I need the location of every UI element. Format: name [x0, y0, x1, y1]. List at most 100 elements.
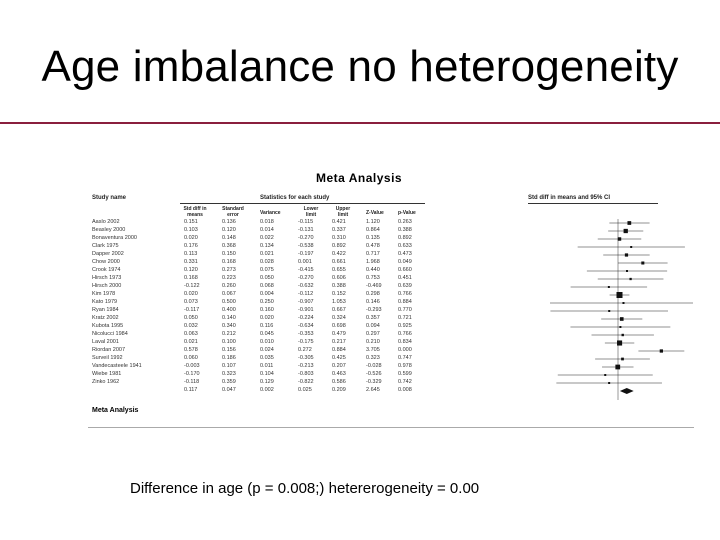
cell-std-error: 0.136 [222, 219, 236, 225]
cell-std-error: 0.400 [222, 307, 236, 313]
cell-p: 0.263 [398, 219, 412, 225]
cell-std-diff: 0.117 [184, 387, 198, 393]
cell-variance: 0.020 [260, 315, 274, 321]
header-p: p-Value [398, 210, 416, 216]
cell-p: 0.925 [398, 323, 412, 329]
table-row: Vandecasteele 1941 -0.003 0.107 0.011 -0.213… [88, 363, 528, 371]
table-row: Aaslo 2002 0.151 0.136 0.018 -0.115 0.421 1.12… [88, 219, 528, 227]
header-upper: Upper limit [335, 206, 351, 218]
cell-z: 0.478 [366, 243, 380, 249]
cell-std-diff: 0.020 [184, 291, 198, 297]
header-study-name: Study name [92, 195, 127, 201]
cell-std-diff: -0.003 [184, 363, 200, 369]
table-row: Crook 1974 0.120 0.273 0.075 -0.415 0.655 0.44… [88, 267, 528, 275]
cell-variance: 0.075 [260, 267, 274, 273]
point-estimate [622, 302, 625, 304]
header-z: Z-Value [366, 210, 384, 216]
cell-p: 0.008 [398, 387, 412, 393]
cell-std-error: 0.500 [222, 299, 236, 305]
cell-lower: -0.224 [298, 315, 314, 321]
cell-p: 0.766 [398, 331, 412, 337]
cell-std-error: 0.212 [222, 331, 236, 337]
cell-upper: 0.337 [332, 227, 346, 233]
cell-lower: -0.803 [298, 371, 314, 377]
table-row: Kato 1979 0.073 0.500 0.250 -0.907 1.053 0.146… [88, 299, 528, 307]
cell-study: Kratz 2002 [92, 315, 119, 321]
cell-variance: 0.035 [260, 355, 274, 361]
cell-p: 0.451 [398, 275, 412, 281]
point-estimate [629, 277, 632, 281]
cell-upper: 0.421 [332, 219, 346, 225]
cell-p: 0.721 [398, 315, 412, 321]
cell-std-diff: 0.063 [184, 331, 198, 337]
cell-z: -0.028 [366, 363, 382, 369]
cell-std-diff: 0.060 [184, 355, 198, 361]
point-estimate [630, 246, 633, 248]
point-estimate [617, 237, 622, 241]
cell-std-diff: 0.113 [184, 251, 198, 257]
cell-variance: 0.011 [260, 363, 274, 369]
cell-p: 0.660 [398, 267, 412, 273]
cell-std-error: 0.047 [222, 387, 236, 393]
cell-p: 0.473 [398, 251, 412, 257]
cell-z: -0.329 [366, 379, 382, 385]
cell-variance: 0.104 [260, 371, 274, 377]
cell-lower: 0.272 [298, 347, 312, 353]
cell-study: Kubota 1995 [92, 323, 124, 329]
table-row: Kubota 1995 0.032 0.340 0.116 -0.634 0.698 0.0… [88, 323, 528, 331]
header-std-diff: Std diff in means [183, 206, 207, 218]
cell-study: Zinko 1962 [92, 379, 120, 385]
header-underline-plot [528, 203, 658, 204]
point-estimate [627, 221, 632, 225]
cell-std-error: 0.359 [222, 379, 236, 385]
cell-variance: 0.021 [260, 251, 274, 257]
cell-upper: 0.892 [332, 243, 346, 249]
cell-p: 0.834 [398, 339, 412, 345]
cell-std-error: 0.223 [222, 275, 236, 281]
cell-std-diff: 0.021 [184, 339, 198, 345]
point-estimate [659, 349, 663, 353]
cell-z: 0.864 [366, 227, 380, 233]
cell-lower: -0.270 [298, 235, 314, 241]
title-divider [0, 122, 720, 124]
cell-std-diff: 0.578 [184, 347, 198, 353]
cell-std-diff: 0.168 [184, 275, 198, 281]
cell-z: 0.297 [366, 331, 380, 337]
table-row: Surveil 1992 0.060 0.186 0.035 -0.305 0.425 0.… [88, 355, 528, 363]
cell-lower: -0.213 [298, 363, 314, 369]
cell-std-error: 0.168 [222, 259, 236, 265]
cell-z: -0.526 [366, 371, 382, 377]
cell-study: Vandecasteele 1941 [92, 363, 142, 369]
cell-study: Aaslo 2002 [92, 219, 120, 225]
cell-study: Chow 2000 [92, 259, 120, 265]
point-estimate [619, 317, 624, 321]
cell-lower: -0.901 [298, 307, 314, 313]
cell-lower: -0.634 [298, 323, 314, 329]
cell-p: 0.770 [398, 307, 412, 313]
cell-upper: 0.479 [332, 331, 346, 337]
cell-lower: 0.025 [298, 387, 312, 393]
cell-std-diff: 0.073 [184, 299, 198, 305]
cell-study: Hirsch 2000 [92, 283, 122, 289]
cell-variance: 0.028 [260, 259, 274, 265]
cell-std-error: 0.323 [222, 371, 236, 377]
table-row: Wiebe 1981 -0.170 0.323 0.104 -0.803 0.463 -0.… [88, 371, 528, 379]
cell-std-error: 0.340 [222, 323, 236, 329]
footer-rule [88, 427, 694, 428]
table-row: Hirsch 1973 0.168 0.223 0.050 -0.270 0.606 0.7… [88, 275, 528, 283]
cell-p: 0.633 [398, 243, 412, 249]
cell-upper: 0.310 [332, 235, 346, 241]
header-plot-group: Std diff in means and 95% CI [528, 195, 611, 201]
cell-z: 2.645 [366, 387, 380, 393]
point-estimate [617, 340, 623, 346]
cell-z: 0.717 [366, 251, 380, 257]
cell-p: 0.892 [398, 235, 412, 241]
cell-std-diff: -0.118 [184, 379, 200, 385]
cell-study: Kato 1979 [92, 299, 118, 305]
cell-std-diff: -0.117 [184, 307, 200, 313]
cell-lower: -0.115 [298, 219, 314, 225]
cell-std-error: 0.260 [222, 283, 236, 289]
cell-p: 0.766 [398, 291, 412, 297]
point-estimate [623, 228, 628, 234]
slide-title: Age imbalance no heterogeneity [41, 42, 679, 91]
